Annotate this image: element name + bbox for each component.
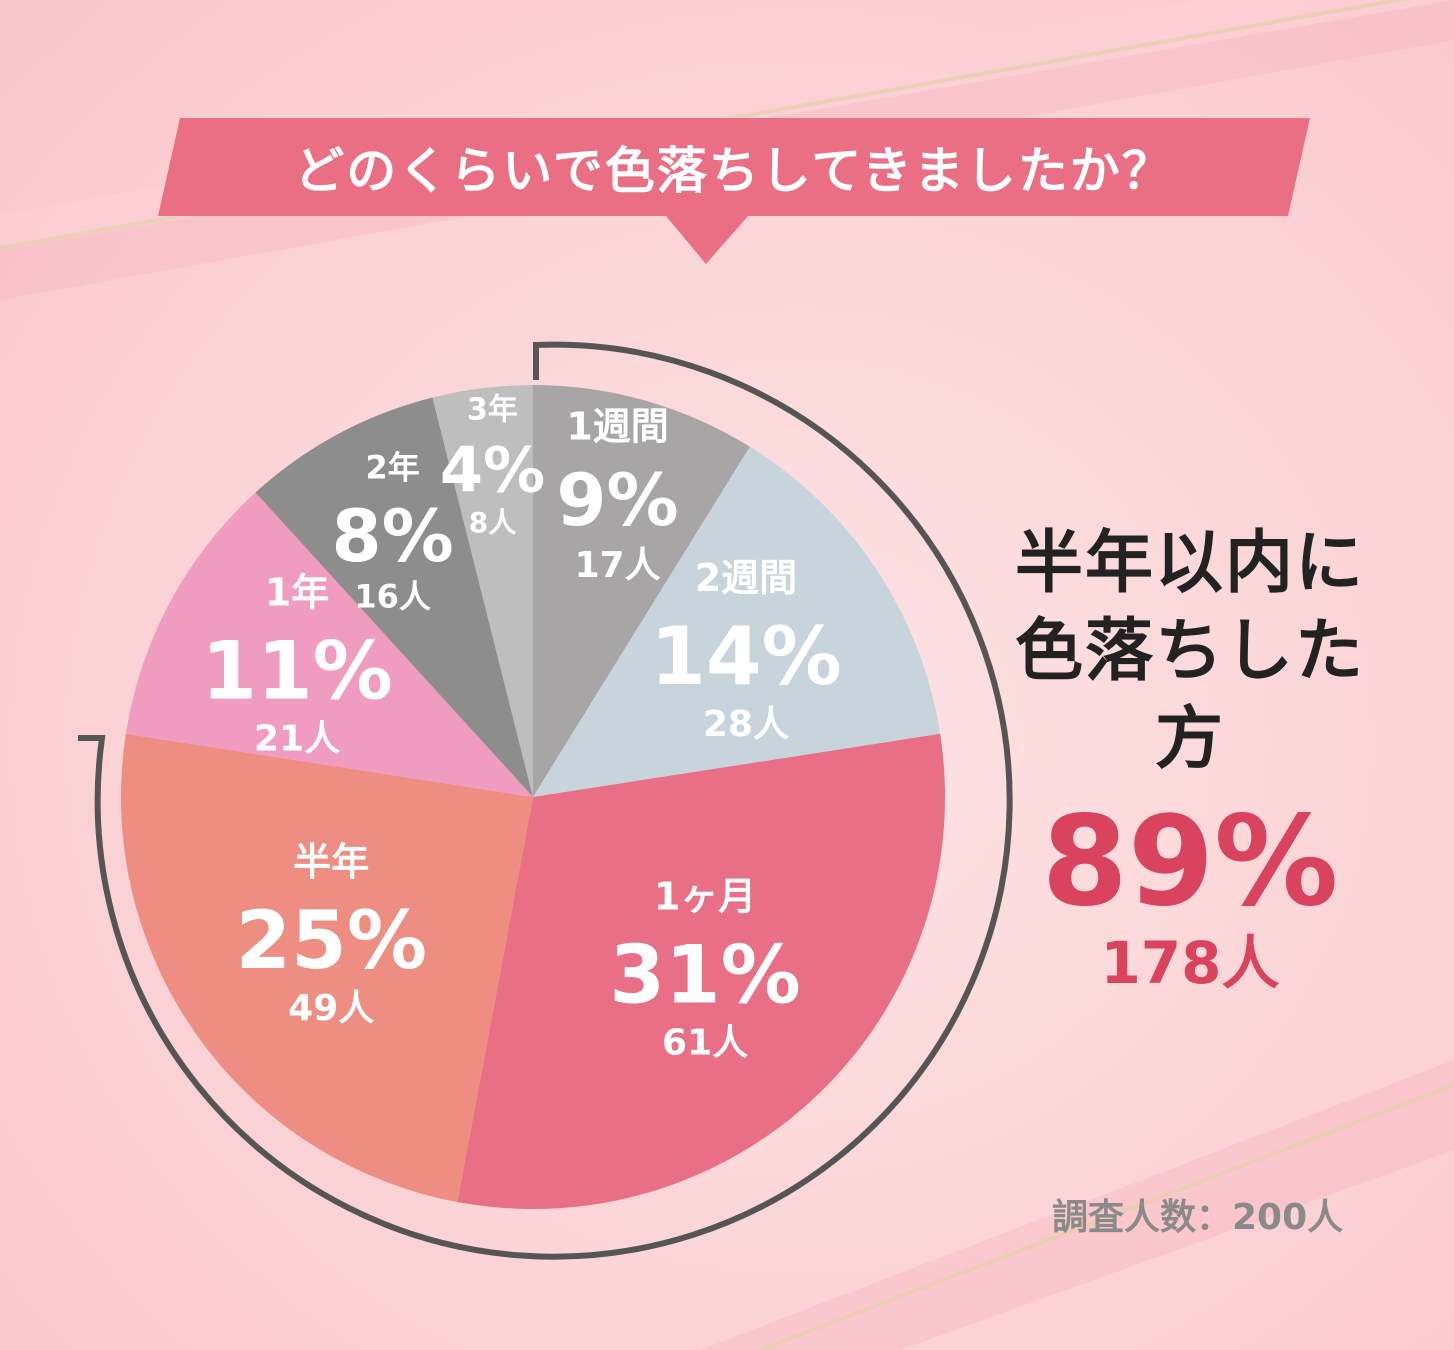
slice-count: 61人	[662, 1023, 748, 1064]
slice-percent: 31%	[609, 928, 800, 1021]
slice-count: 8人	[469, 506, 516, 539]
slice-percent: 4%	[440, 434, 545, 507]
highlight-bracket	[78, 341, 1013, 1260]
slice-label: 半年	[293, 840, 369, 884]
slice-count: 21人	[254, 719, 340, 760]
question-title: どのくらいで色落ちしてきましたか？	[294, 142, 1174, 200]
slice-count: 16人	[354, 577, 431, 615]
slice-label: 1ヶ月	[654, 875, 756, 919]
slice-label: 1年	[265, 570, 329, 614]
highlight-count: 178人	[1100, 929, 1280, 997]
slice-count: 49人	[288, 988, 374, 1029]
highlight-panel: 半年以内に 色落ちした方 89% 178人	[990, 520, 1390, 994]
pie-slice	[457, 733, 945, 1209]
pie-slice	[125, 492, 533, 797]
slice-count: 28人	[703, 704, 789, 745]
pie-slice	[533, 446, 941, 797]
highlight-percent: 89%	[1041, 790, 1339, 934]
slice-label: 2年	[366, 448, 420, 486]
slice-percent: 9%	[556, 458, 678, 542]
slice-percent: 11%	[201, 624, 392, 717]
slice-percent: 8%	[332, 494, 454, 578]
slice-label: 1週間	[566, 404, 668, 448]
slice-percent: 25%	[235, 894, 426, 987]
slice-label: 3年	[467, 392, 518, 427]
question-banner: どのくらいで色落ちしてきましたか？	[158, 118, 1310, 264]
slice-label: 2週間	[695, 556, 797, 600]
pie-slice	[120, 733, 533, 1202]
pie-slice	[432, 385, 533, 797]
pie-slice	[533, 385, 750, 797]
survey-count-note: 調査人数：200人	[1052, 1197, 1344, 1238]
highlight-line2: 色落ちした方	[1014, 612, 1365, 779]
highlight-line1: 半年以内に	[1014, 524, 1365, 603]
slice-count: 17人	[575, 545, 661, 586]
pie-slice	[255, 397, 534, 797]
slice-percent: 14%	[650, 610, 841, 703]
